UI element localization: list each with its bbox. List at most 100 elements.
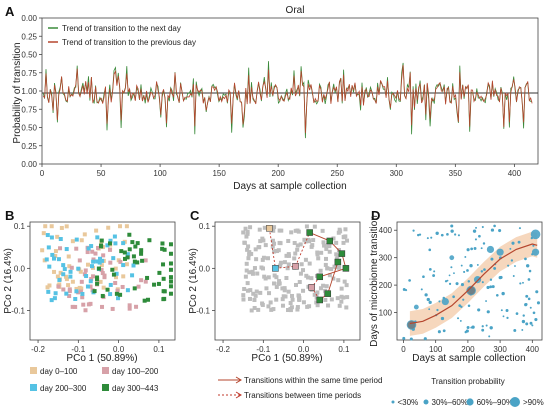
panel-a-x-tick-label: 50 bbox=[97, 169, 106, 178]
panel-d-point bbox=[498, 228, 502, 233]
panel-d-point bbox=[458, 304, 462, 307]
panel-d-x-tick-label: 100 bbox=[429, 345, 443, 354]
panel-d-point bbox=[473, 247, 477, 250]
panel-b-point bbox=[89, 244, 94, 249]
panel-b-point bbox=[105, 243, 110, 248]
panel-d-y-tick-label: 200 bbox=[379, 281, 393, 290]
panel-a-x-label: Days at sample collection bbox=[233, 181, 346, 192]
panel-b-point bbox=[84, 274, 89, 279]
panel-d-point bbox=[448, 274, 451, 277]
panel-c-centroid bbox=[266, 225, 273, 232]
panel-d-point bbox=[528, 269, 532, 273]
panel-b-point bbox=[45, 233, 50, 238]
legend-previous-day-label: Trend of transition to the previous day bbox=[62, 38, 196, 47]
panel-b-point bbox=[127, 232, 132, 237]
panel-c-point bbox=[339, 286, 344, 291]
panel-c-point bbox=[252, 305, 257, 310]
panel-b-point bbox=[115, 288, 120, 293]
panel-c-point bbox=[327, 249, 332, 254]
panel-d-ticks: 0 100 200 300 400 100 200 300 400 bbox=[379, 226, 540, 354]
panel-c-point bbox=[323, 262, 328, 267]
panel-c-point bbox=[294, 282, 299, 287]
panel-c-point bbox=[280, 297, 285, 302]
panel-d-point bbox=[490, 257, 494, 261]
panel-d-point bbox=[510, 259, 514, 262]
panel-c-y-tick-label: 0.0 bbox=[199, 264, 211, 273]
panel-c-point bbox=[301, 268, 306, 273]
panel-c-point bbox=[323, 256, 328, 261]
panel-d-point bbox=[522, 281, 524, 284]
panel-d-point bbox=[475, 226, 477, 229]
panel-b-point bbox=[64, 247, 69, 252]
panel-b-point bbox=[79, 238, 84, 243]
panel-b-point bbox=[131, 254, 136, 259]
panel-c-point bbox=[299, 262, 304, 267]
panel-b-point bbox=[107, 247, 112, 252]
panel-d-large-point bbox=[531, 248, 540, 256]
panel-b-point bbox=[69, 265, 74, 270]
panel-c-point bbox=[289, 230, 294, 235]
panel-d-y-tick-label: 300 bbox=[379, 254, 393, 263]
panel-b-point bbox=[78, 289, 83, 294]
panel-c-point bbox=[280, 286, 285, 291]
panel-d-point bbox=[402, 288, 406, 291]
panel-c-point bbox=[266, 275, 271, 280]
panel-b-y-tick-label: -0.1 bbox=[11, 307, 25, 316]
panel-a-y-label: Probability of transition bbox=[12, 42, 23, 143]
panel-c-point bbox=[286, 289, 291, 294]
panel-c-point bbox=[271, 228, 276, 233]
panel-b-point bbox=[106, 225, 111, 230]
panel-d-point bbox=[525, 322, 529, 326]
panel-c-point bbox=[267, 291, 272, 296]
panel-c-point bbox=[253, 247, 258, 252]
panel-d: D 0 100 200 300 400 100 200 300 400 Days at samp… bbox=[369, 208, 544, 407]
series-previous-day-line bbox=[42, 65, 533, 134]
panel-c-point bbox=[274, 284, 279, 289]
panel-c-point bbox=[301, 288, 306, 293]
panel-b-point bbox=[125, 255, 130, 260]
panel-d-legend-label: >90% bbox=[523, 398, 544, 407]
panel-d-point bbox=[474, 238, 477, 241]
panel-b-point bbox=[58, 270, 63, 275]
panel-c-point bbox=[344, 305, 349, 310]
panel-b-point bbox=[99, 263, 104, 268]
panel-b-point bbox=[110, 267, 115, 272]
panel-c-point bbox=[288, 300, 293, 305]
panel-c-centroid bbox=[306, 229, 313, 236]
panel-d-large-point bbox=[530, 229, 541, 240]
panel-d-point bbox=[509, 247, 512, 250]
panel-b-point bbox=[107, 241, 112, 246]
panel-c-point bbox=[245, 229, 250, 234]
panel-c-point bbox=[324, 246, 329, 251]
panel-c-point bbox=[321, 283, 326, 288]
panel-c-x-tick-label: -0.2 bbox=[216, 345, 230, 354]
panel-c-point bbox=[268, 300, 273, 305]
panel-d-x-tick-label: 300 bbox=[493, 345, 507, 354]
panel-b-point bbox=[49, 298, 54, 303]
panel-c-point bbox=[315, 290, 320, 295]
panel-c-point bbox=[311, 238, 316, 243]
panel-b-point bbox=[86, 246, 91, 251]
panel-b-x-tick-label: 0.0 bbox=[113, 345, 125, 354]
panel-b-point bbox=[46, 289, 51, 294]
panel-b-point bbox=[101, 253, 106, 258]
panel-c-x-label: PCo 1 (50.89%) bbox=[251, 353, 322, 364]
panel-c-point bbox=[296, 293, 301, 298]
panel-d-trend-line bbox=[409, 243, 538, 325]
panel-c-point bbox=[318, 268, 323, 273]
legend-between-arrowhead bbox=[235, 391, 242, 399]
panel-b-point bbox=[108, 292, 113, 297]
panel-c-point bbox=[241, 297, 246, 302]
panel-d-point bbox=[493, 266, 497, 270]
panel-c-point bbox=[304, 273, 309, 278]
panel-c-point bbox=[278, 260, 283, 265]
panel-c-centroid bbox=[292, 263, 299, 270]
panel-b-point bbox=[44, 257, 49, 262]
panel-c-point bbox=[316, 256, 321, 261]
legend-within-label: Transitions within the same time period bbox=[244, 376, 382, 385]
panel-d-point bbox=[489, 278, 493, 281]
panel-b-point bbox=[89, 264, 94, 269]
panel-b-point bbox=[100, 293, 105, 298]
panel-b-point bbox=[125, 288, 130, 293]
panel-d-point bbox=[511, 241, 515, 245]
